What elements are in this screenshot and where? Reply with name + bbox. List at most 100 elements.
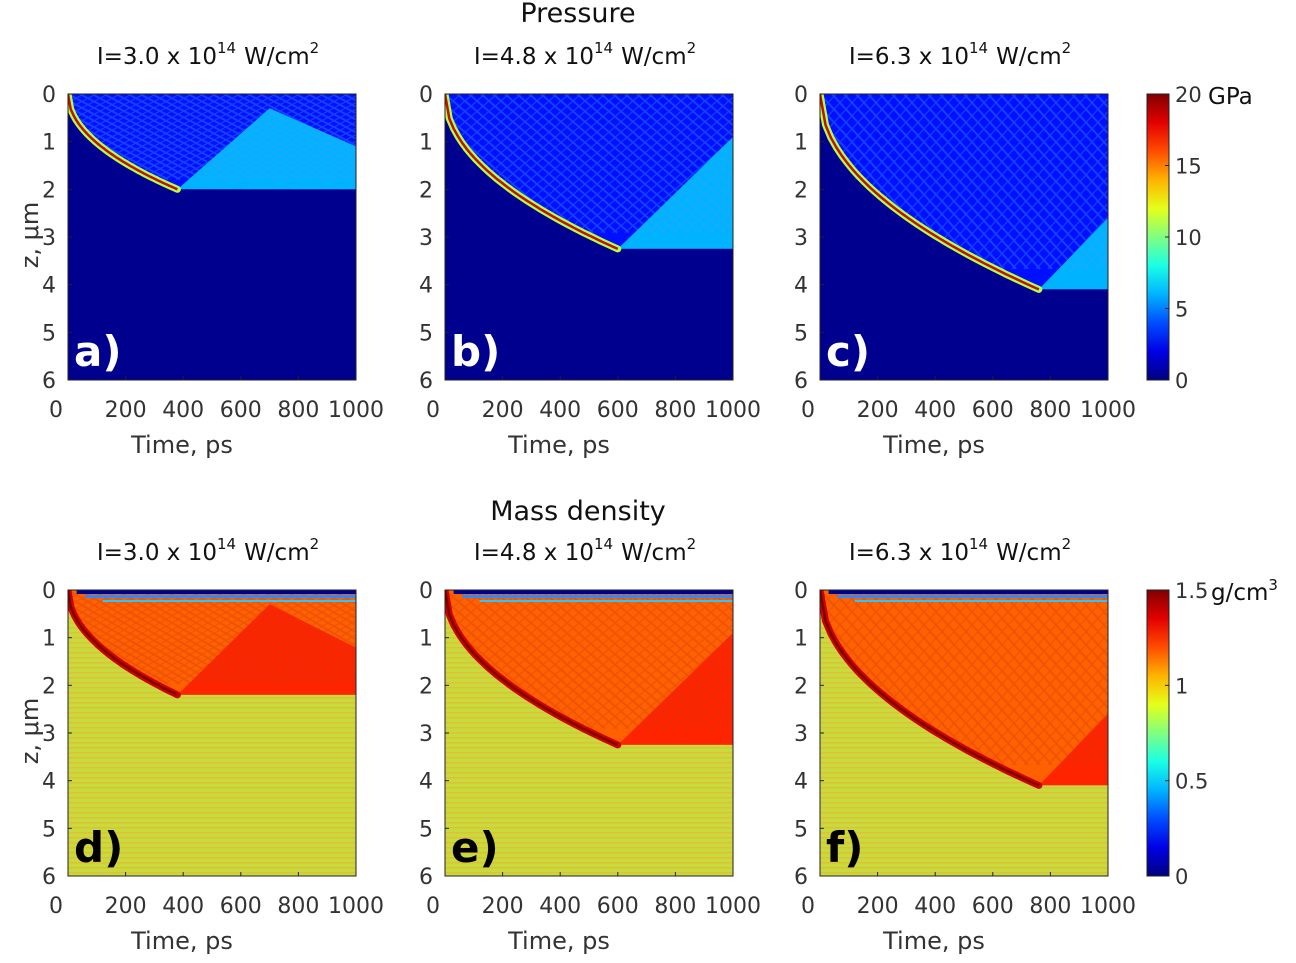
title-exponent: 14 <box>969 535 988 553</box>
oscillation-line <box>1204 94 1296 269</box>
x-axis-label: Time, ps <box>130 431 233 459</box>
oscillation-line <box>445 590 510 647</box>
x-tick-label: 200 <box>105 894 147 919</box>
density-stripe <box>68 877 356 879</box>
oscillation-line <box>540 590 702 730</box>
colorbar-unit-sup: 3 <box>1268 576 1278 594</box>
oscillation-line <box>1252 590 1296 765</box>
y-tick-label: 2 <box>419 178 433 203</box>
oscillation-line <box>999 645 1108 766</box>
oscillation-line <box>445 599 594 730</box>
section-title: Mass density <box>490 496 666 527</box>
shock-front-peak <box>68 94 178 191</box>
colorbar-unit-text: g/cm <box>1211 580 1268 606</box>
oscillation-line <box>624 94 733 189</box>
oscillation-line <box>0 590 36 684</box>
oscillation-line <box>504 590 666 730</box>
shock-front-peak <box>68 590 178 697</box>
oscillation-line <box>576 94 733 231</box>
oscillation-line <box>636 590 733 675</box>
oscillation-line <box>1276 94 1296 269</box>
oscillation-line <box>1288 590 1296 765</box>
oscillation-line <box>259 590 356 648</box>
shock-front-peak <box>445 94 619 251</box>
x-tick-label: 800 <box>277 398 319 423</box>
oscillation-line <box>528 590 690 730</box>
oscillation-line <box>600 117 733 234</box>
oscillation-line <box>1240 590 1296 765</box>
colorbar-tick-label: 0 <box>1175 865 1188 889</box>
y-tick-label: 5 <box>419 321 433 346</box>
oscillation-line <box>0 590 36 684</box>
oscillation-line <box>1288 94 1296 269</box>
oscillation-line <box>1059 94 1108 148</box>
oscillation-line <box>696 696 733 730</box>
oscillation-line <box>163 590 325 685</box>
panel-title: I=3.0 x 1014 W/cm2 <box>97 535 319 566</box>
oscillation-line <box>271 590 356 641</box>
oscillation-line <box>684 94 733 137</box>
oscillation-line <box>283 590 356 634</box>
oscillation-line <box>963 590 1108 749</box>
oscillation-line <box>0 94 36 179</box>
oscillation-line <box>951 593 1108 766</box>
oscillation-line <box>1216 590 1296 765</box>
oscillation-line <box>163 590 325 685</box>
x-tick-label: 1000 <box>705 894 761 919</box>
y-tick-label: 4 <box>419 274 433 299</box>
oscillation-line <box>175 590 337 685</box>
oscillation-line <box>68 590 229 685</box>
y-tick-label: 2 <box>419 674 433 699</box>
x-tick-label: 600 <box>597 894 639 919</box>
panel-label: f) <box>826 823 863 872</box>
oscillation-line <box>696 590 733 623</box>
y-tick-label: 4 <box>42 770 56 795</box>
oscillation-line <box>211 94 356 172</box>
title-exponent: 14 <box>594 535 613 553</box>
oscillation-line <box>820 94 873 152</box>
heatmap-body <box>820 590 1296 876</box>
x-tick-label: 400 <box>914 398 956 423</box>
oscillation-line <box>1252 590 1296 765</box>
oscillation-line <box>636 644 733 730</box>
panel-e: 0 1 2 3 4 5 6 0 200 400 600 800 1000 Time, ps I=4.8 x … <box>419 535 761 955</box>
oscillation-line <box>163 94 325 181</box>
compressed-region <box>820 94 1108 290</box>
unshocked-mask <box>68 94 356 380</box>
y-tick-label: 0 <box>42 579 56 604</box>
oscillation-line <box>963 110 1108 270</box>
oscillation-line <box>867 94 1029 270</box>
oscillation-line <box>1288 590 1296 765</box>
oscillation-line <box>820 590 897 674</box>
oscillation-line <box>0 590 48 684</box>
oscillation-line <box>445 590 606 730</box>
oscillation-line <box>891 590 1053 766</box>
colorbar-density: 1.5 1 0.5 0 g/cm3 <box>1146 576 1278 889</box>
panel-label: e) <box>451 823 499 872</box>
oscillation-line <box>820 94 885 165</box>
colorbar-tick-label: 0 <box>1175 369 1188 393</box>
oscillation-line <box>684 190 733 234</box>
oscillation-line <box>445 94 498 140</box>
panel-label: c) <box>826 327 870 376</box>
oscillation-line <box>68 94 145 136</box>
shock-front-peak <box>445 590 619 747</box>
oscillation-line <box>0 94 36 179</box>
oscillation-line <box>68 590 109 615</box>
oscillation-line <box>600 94 733 210</box>
oscillation-line <box>68 94 133 129</box>
x-axis-label: Time, ps <box>882 431 985 459</box>
oscillation-line <box>831 590 993 766</box>
oscillation-line <box>68 118 181 181</box>
section-title: Pressure <box>520 0 635 29</box>
title-unit-sup: 2 <box>310 535 320 553</box>
oscillation-line <box>445 590 522 657</box>
oscillation-line <box>247 619 356 685</box>
oscillation-line <box>528 590 690 730</box>
oscillation-line <box>672 94 733 148</box>
x-tick-label: 200 <box>857 398 899 423</box>
oscillation-line <box>1023 590 1108 684</box>
y-tick-label: 5 <box>794 817 808 842</box>
oscillation-line <box>820 590 861 635</box>
y-tick-label: 5 <box>419 817 433 842</box>
